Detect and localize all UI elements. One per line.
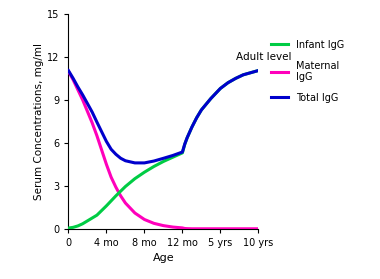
Text: Adult level: Adult level — [236, 52, 292, 62]
Y-axis label: Serum Concentrations, mg/ml: Serum Concentrations, mg/ml — [34, 43, 44, 200]
X-axis label: Age: Age — [153, 253, 174, 263]
Legend: Infant IgG, Maternal
IgG, Total IgG: Infant IgG, Maternal IgG, Total IgG — [267, 36, 348, 107]
